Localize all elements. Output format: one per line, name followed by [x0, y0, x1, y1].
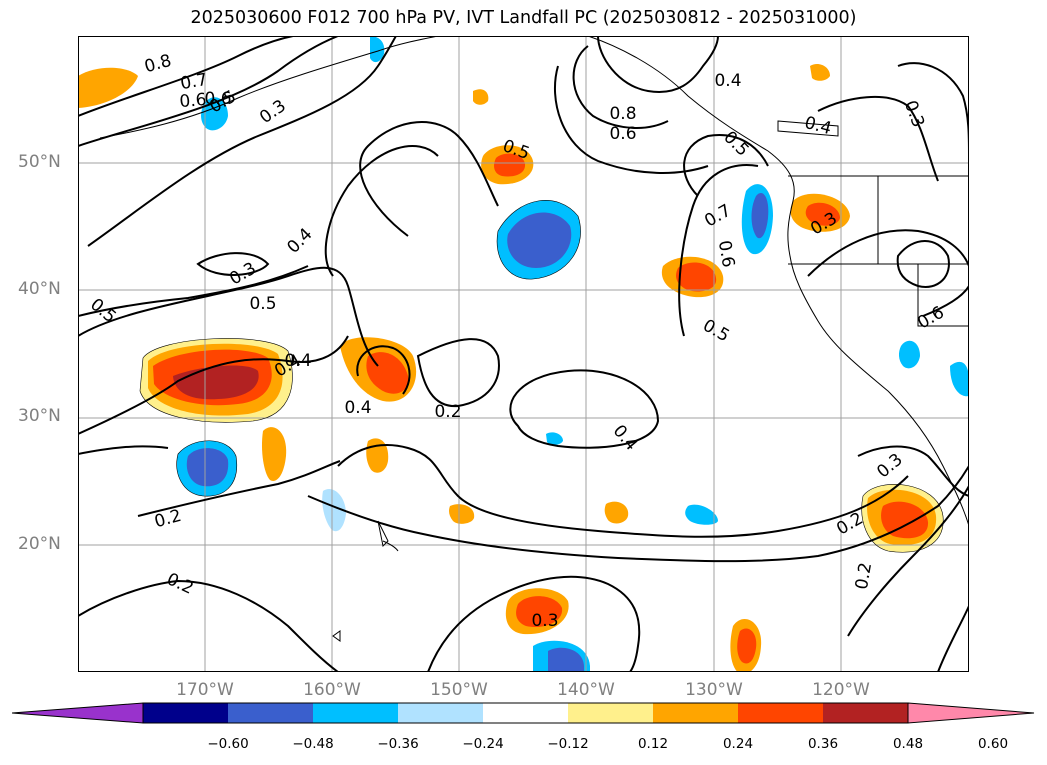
contour-label: 0.3: [531, 611, 558, 631]
lon-label-120w: 120°W: [812, 680, 870, 700]
colorbar-segment: [653, 703, 738, 723]
contour-label: 0.4: [283, 224, 316, 257]
contour-label: 0.4: [714, 71, 741, 91]
colorbar-segment: [823, 703, 908, 723]
lat-label-30n: 30°N: [18, 406, 61, 426]
lat-label-50n: 50°N: [18, 152, 61, 172]
colorbar-segment: [398, 703, 483, 723]
colorbar: [12, 702, 1035, 728]
lon-label-170w: 170°W: [176, 680, 234, 700]
contour-label: 0.4: [284, 351, 311, 371]
colorbar-extend-low: [12, 702, 144, 724]
contour-label: 0.4: [344, 398, 371, 418]
lon-label-150w: 150°W: [430, 680, 488, 700]
shading-outlines: [139, 200, 944, 553]
contour-label: 0.6: [714, 239, 738, 269]
map-canvas: 0.80.70.60.5 0.30.60.40.30.50.50.40.20.40…: [78, 36, 969, 672]
colorbar-segment: [228, 703, 313, 723]
lon-label-140w: 140°W: [557, 680, 615, 700]
contour-label: 0.4: [609, 421, 642, 455]
contour-label: 0.3: [900, 98, 928, 130]
contour-label: 0.6: [609, 124, 636, 144]
figure-title: 2025030600 F012 700 hPa PV, IVT Landfall…: [190, 8, 857, 28]
colorbar-segment: [143, 703, 228, 723]
contour-label: 0.6: [179, 90, 208, 112]
colorbar-tick-label: −0.60: [207, 736, 249, 752]
colorbar-tick-label: −0.24: [462, 736, 504, 752]
contour-label: 0.5: [699, 316, 732, 347]
contour-label: 0.5: [719, 127, 752, 160]
colorbar-tick-label: 0.12: [637, 736, 669, 752]
lon-label-160w: 160°W: [303, 680, 361, 700]
colorbar-segment: [313, 703, 398, 723]
colorbar-tick-label: 0.36: [807, 736, 839, 752]
lat-label-40n: 40°N: [18, 279, 61, 299]
contour-label: 0.2: [164, 569, 197, 599]
contour-label: 0.8: [609, 104, 636, 124]
contour-label: 0.7: [179, 70, 209, 94]
colorbar-outline: [142, 702, 909, 724]
colorbar-tick-label: 0.60: [977, 736, 1009, 752]
colorbar-segment: [568, 703, 653, 723]
contour-label: 0.2: [152, 506, 183, 532]
contour-label: 0.2: [434, 402, 461, 422]
colorbar-segment: [483, 703, 568, 723]
pv-shading: [78, 36, 969, 672]
colorbar-tick-label: 0.48: [892, 736, 924, 752]
lon-label-130w: 130°W: [685, 680, 743, 700]
colorbar-tick-label: −0.48: [292, 736, 334, 752]
contour-label: 0.5: [249, 294, 276, 314]
contour-label: 0.7: [701, 201, 734, 232]
contour-label: 0.5: [86, 295, 120, 328]
map-panel: 0.8 0.7 0.6 0.5 0.3 0.6 0.4 0.3 0.5 0.5 0.4 0.2 0.4 0…: [78, 36, 969, 672]
colorbar-extend-high: [907, 702, 1035, 724]
contour-label: 0.3: [256, 96, 290, 128]
colorbar-tick-label: −0.36: [377, 736, 419, 752]
colorbar-segment: [738, 703, 823, 723]
colorbar-tick-label: −0.12: [547, 736, 589, 752]
pv-contours: [78, 36, 969, 672]
contour-label: 0.8: [142, 51, 173, 77]
contour-label: 0.3: [873, 450, 907, 483]
contour-label: 0.6: [204, 89, 231, 109]
contour-label: 0.2: [852, 561, 876, 591]
colorbar-svg: [12, 702, 1035, 724]
coastlines: [99, 36, 969, 642]
map-graticule: [78, 36, 969, 672]
lat-label-20n: 20°N: [18, 534, 61, 554]
colorbar-tick-label: 0.24: [722, 736, 754, 752]
contour-label: 0.4: [802, 113, 833, 139]
